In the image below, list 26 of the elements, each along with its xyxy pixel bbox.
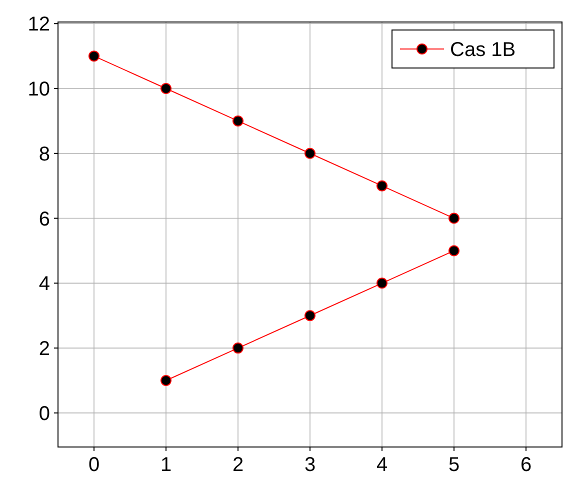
x-tick-label: 4 bbox=[376, 454, 388, 476]
x-tick-label: 3 bbox=[304, 454, 316, 476]
point bbox=[232, 342, 244, 354]
point bbox=[376, 180, 388, 192]
x-tick-label: 2 bbox=[232, 454, 244, 476]
x-tick-label: 5 bbox=[448, 454, 460, 476]
point bbox=[160, 83, 172, 94]
point bbox=[304, 148, 316, 159]
x-tick-label: 0 bbox=[88, 454, 100, 476]
point bbox=[448, 245, 460, 256]
y-tick-label: 2 bbox=[38, 338, 50, 360]
x-tick-label: 1 bbox=[160, 454, 172, 476]
y-tick-label: 6 bbox=[38, 208, 50, 230]
y-tick-label: 4 bbox=[38, 273, 50, 296]
point bbox=[448, 212, 460, 224]
y-tick-label: 0 bbox=[38, 402, 50, 425]
legend-label: Cas 1B bbox=[450, 39, 516, 61]
point bbox=[160, 374, 172, 386]
y-tick-label: 12 bbox=[28, 14, 50, 36]
y-tick-label: 8 bbox=[38, 143, 50, 166]
y-tick-label: 10 bbox=[28, 78, 50, 101]
point bbox=[88, 50, 100, 62]
x-tick-label: 6 bbox=[520, 454, 532, 476]
point bbox=[376, 278, 388, 289]
point bbox=[304, 310, 316, 322]
point bbox=[232, 115, 244, 126]
